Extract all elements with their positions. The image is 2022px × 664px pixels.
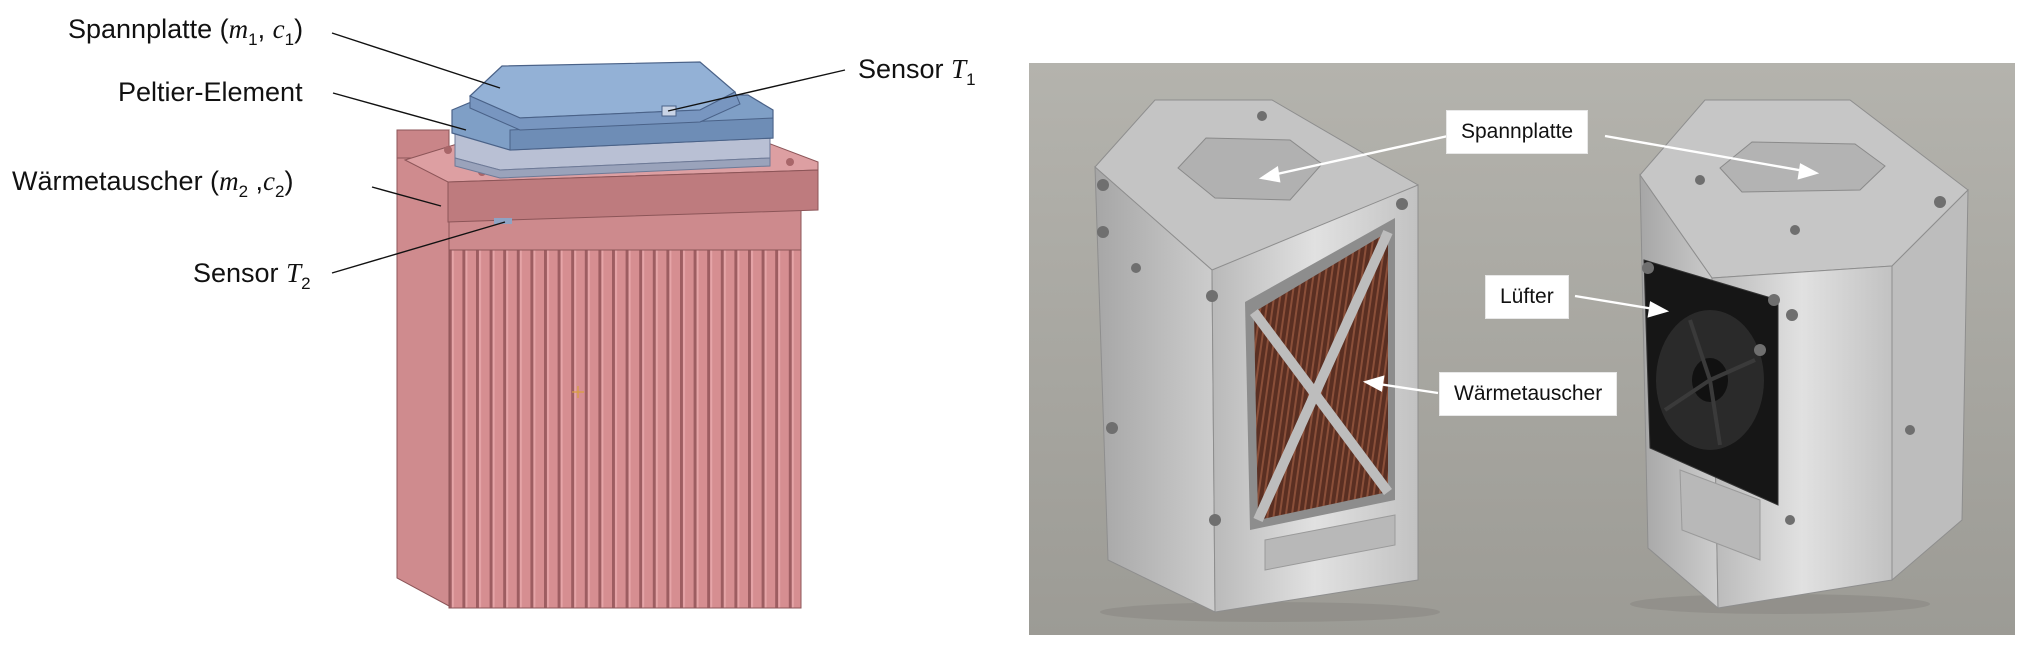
device-right — [1639, 99, 1969, 610]
label-sensor-t2: Sensor T2 — [193, 258, 311, 294]
math-symbol: T — [951, 54, 967, 84]
label-peltier: Peltier-Element — [118, 77, 303, 108]
callout-spannplatte: Spannplatte — [1446, 110, 1589, 154]
math-subscript: 2 — [301, 274, 311, 293]
sensor-t2-marker — [494, 218, 512, 224]
label-sensor-t1-text: Sensor — [858, 54, 952, 84]
math-subscript: 2 — [238, 182, 249, 201]
label-sensor-t2-text: Sensor — [193, 258, 287, 288]
label-waermetauscher-text: Wärmetauscher ( — [12, 166, 220, 196]
math-subscript: 1 — [248, 30, 258, 49]
label-waermetauscher: Wärmetauscher (m2 ,c2) — [12, 166, 294, 202]
photo-shadow — [1630, 594, 1930, 614]
screw-icon — [444, 146, 452, 154]
math-symbol: m — [219, 166, 239, 196]
leader-line-spannplatte — [331, 32, 501, 89]
peltier-element-edge — [454, 157, 771, 179]
math-symbol: c — [272, 14, 285, 44]
label-spannplatte: Spannplatte (m1, c1) — [68, 14, 303, 50]
photo-arrows — [1258, 134, 1820, 395]
heatsink-plate-front — [447, 169, 819, 223]
origin-marker — [572, 386, 584, 398]
math-symbol: c — [263, 166, 276, 196]
callout-waermetauscher: Wärmetauscher — [1439, 372, 1618, 416]
separator: , — [257, 14, 273, 44]
clamping-plate-bevel — [469, 91, 741, 131]
screw-icon — [786, 158, 794, 166]
leader-line-peltier — [332, 92, 467, 131]
clamping-plate-top — [468, 61, 737, 119]
math-subscript: 2 — [275, 182, 285, 201]
photo-shadow — [1100, 602, 1440, 622]
leader-line-waermetauscher — [371, 186, 442, 207]
math-subscript: 1 — [966, 70, 976, 89]
close-paren: ) — [294, 14, 304, 44]
leader-line-sensor-t1 — [667, 69, 846, 112]
label-spannplatte-text: Spannplatte ( — [68, 14, 229, 44]
math-symbol: T — [286, 258, 302, 288]
math-subscript: 1 — [284, 30, 295, 49]
label-sensor-t1: Sensor T1 — [858, 54, 976, 90]
callout-luefter: Lüfter — [1485, 275, 1569, 319]
heatsink-fins — [448, 249, 802, 609]
math-symbol: m — [228, 14, 249, 44]
leader-line-sensor-t2 — [331, 221, 506, 274]
close-paren: ) — [284, 166, 294, 196]
device-left — [1094, 99, 1419, 613]
label-peltier-text: Peltier-Element — [118, 77, 303, 107]
separator: , — [248, 166, 264, 196]
